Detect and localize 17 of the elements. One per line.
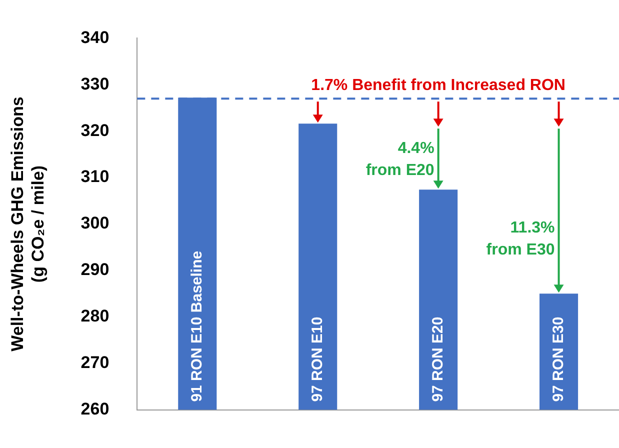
y-tick-label: 330 (80, 74, 110, 94)
y-tick-label: 260 (80, 399, 110, 418)
y-tick-label: 290 (80, 260, 110, 280)
y-tick-label: 270 (80, 353, 110, 372)
x-tick-label: 97 RON E20 (429, 316, 446, 402)
x-tick-label: 91 RON E10 Baseline (188, 250, 206, 402)
y-tick-label: 320 (80, 120, 110, 140)
y-tick-label: 340 (80, 28, 110, 47)
y-tick-label: 300 (80, 214, 110, 233)
x-tick-label: 97 RON E10 (308, 316, 326, 402)
y-axis-title: Well-to-Wheels GHG Emissions (g CO₂e / mile) (8, 96, 48, 352)
y-tick-label: 280 (80, 306, 110, 326)
annotation: 4.4% from E20 (366, 140, 434, 180)
x-tick-label: 97 RON E30 (550, 316, 567, 402)
annotation: 11.3% from E30 (486, 219, 555, 258)
y-tick-label: 310 (80, 167, 110, 186)
annotation: 1.7% Benefit from Increased RON (311, 76, 566, 94)
